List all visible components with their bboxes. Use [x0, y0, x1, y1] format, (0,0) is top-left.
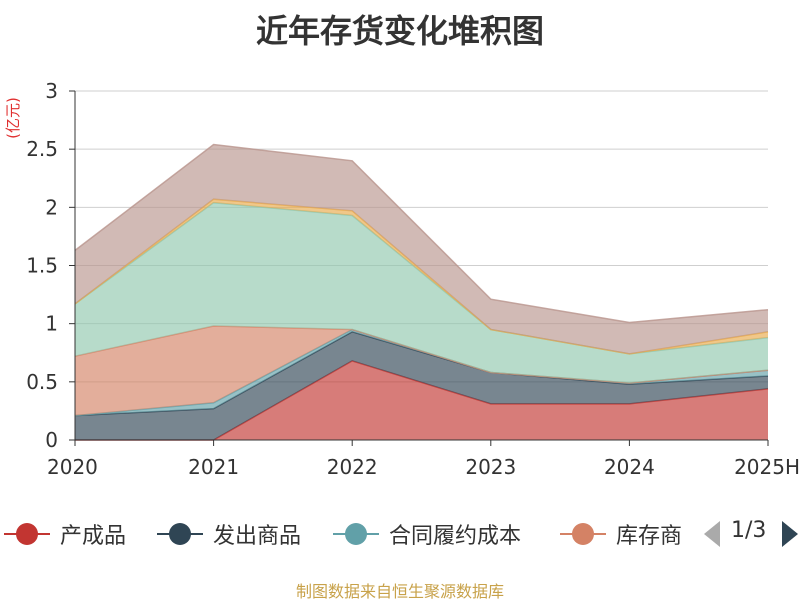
- x-tick-label: 2020: [47, 455, 98, 479]
- area-layer: [74, 143, 769, 441]
- legend-item[interactable]: 合同履约成本: [331, 512, 521, 556]
- legend-label: 发出商品: [213, 524, 302, 549]
- source-note: 制图数据来自恒生聚源数据库: [295, 582, 504, 601]
- x-tick-label: 2022: [327, 455, 378, 479]
- area-series-5: [75, 202, 768, 383]
- legend: 产成品 发出商品 合同履约成本 库存商 1/3: [0, 512, 800, 556]
- area-series-2: [75, 331, 768, 440]
- y-tick-label: 2: [45, 195, 58, 219]
- legend-label: 产成品: [60, 524, 127, 549]
- legend-label: 库存商: [616, 524, 683, 549]
- y-tick-label: 0.5: [26, 370, 58, 394]
- unit-label: (亿元): [4, 97, 22, 139]
- x-tick-label: 2021: [188, 455, 239, 479]
- legend-symbol-icon: [331, 512, 381, 556]
- legend-item[interactable]: 产成品: [2, 512, 126, 556]
- legend-item[interactable]: 库存商: [558, 512, 682, 556]
- legend-item[interactable]: 发出商品: [155, 512, 301, 556]
- legend-symbol-icon: [2, 512, 52, 556]
- y-tick-label: 2.5: [26, 137, 58, 161]
- y-tick-label: 0: [45, 428, 58, 452]
- legend-symbol-icon: [558, 512, 608, 556]
- chart-title: 近年存货变化堆积图: [255, 12, 544, 50]
- x-tick-label: 2025H: [734, 455, 800, 479]
- x-tick-label: 2024: [604, 455, 655, 479]
- y-tick-label: 1.5: [26, 254, 58, 278]
- axis-layer: 0 0.5 1 1.5 2 2.5 3 2020 2021 2022 2023 2024 2025H: [26, 79, 800, 479]
- legend-prev-page-icon[interactable]: [704, 521, 720, 547]
- area-series-4: [75, 326, 768, 416]
- legend-page-indicator: 1/3: [731, 518, 767, 543]
- legend-label: 合同履约成本: [389, 524, 522, 549]
- legend-next-page-icon[interactable]: [782, 521, 798, 547]
- legend-pager: 1/3: [700, 512, 800, 556]
- y-tick-label: 3: [45, 79, 58, 103]
- area-series-7: [75, 144, 768, 354]
- x-tick-label: 2023: [465, 455, 516, 479]
- y-tick-label: 1: [45, 312, 58, 336]
- area-series-line-7: [74, 143, 769, 324]
- legend-symbol-icon: [155, 512, 205, 556]
